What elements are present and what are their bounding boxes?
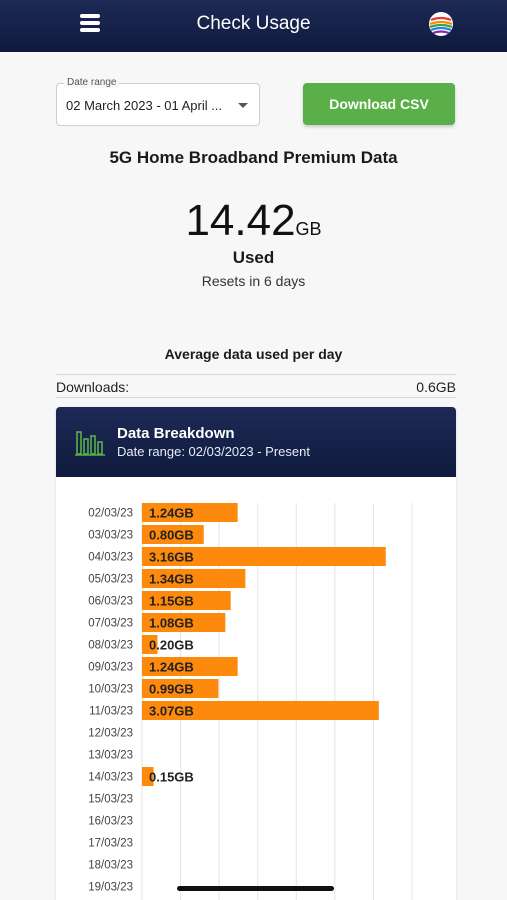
date-tick-label: 17/03/23 (88, 838, 133, 850)
colorful-globe-logo-icon[interactable] (428, 11, 454, 37)
usage-bar[interactable] (142, 657, 238, 676)
date-tick-label: 16/03/23 (88, 816, 133, 828)
usage-bar[interactable] (142, 613, 226, 632)
data-breakdown-card: Data Breakdown Date range: 02/03/2023 - … (56, 407, 456, 900)
bar-value-label: 1.15GB (149, 594, 194, 609)
average-downloads-row: Downloads: 0.6GB (56, 374, 456, 398)
home-indicator[interactable] (177, 886, 334, 891)
bar-value-label: 1.24GB (149, 660, 194, 675)
usage-bar[interactable] (142, 569, 246, 588)
bar-value-label: 1.24GB (149, 506, 194, 521)
date-range-select[interactable]: Date range 02 March 2023 - 01 April ... (56, 77, 260, 126)
date-tick-label: 09/03/23 (88, 662, 133, 674)
date-tick-label: 13/03/23 (88, 750, 133, 762)
average-title: Average data used per day (164, 346, 343, 362)
chevron-down-icon[interactable] (238, 103, 248, 108)
date-range-label: Date range (64, 77, 120, 88)
date-tick-label: 05/03/23 (88, 574, 133, 586)
bar-value-label: 0.80GB (149, 528, 194, 543)
bar-chart-icon (75, 431, 105, 456)
date-tick-label: 02/03/23 (88, 508, 133, 520)
download-csv-button[interactable]: Download CSV (303, 83, 455, 125)
usage-status: Used (232, 248, 275, 267)
bar-value-label: 0.20GB (149, 638, 194, 653)
usage-bar[interactable] (142, 701, 379, 720)
date-tick-label: 19/03/23 (88, 882, 133, 894)
usage-total: 14.42GB (0, 196, 507, 246)
usage-unit: GB (295, 219, 322, 239)
usage-bar[interactable] (142, 635, 158, 654)
plan-name: 5G Home Broadband Premium Data (109, 148, 398, 167)
usage-bar[interactable] (142, 547, 386, 566)
usage-bar[interactable] (142, 591, 231, 610)
breakdown-date-range: Date range: 02/03/2023 - Present (117, 444, 310, 459)
date-tick-label: 11/03/23 (89, 706, 133, 718)
date-tick-label: 03/03/23 (88, 530, 133, 542)
usage-bar[interactable] (142, 679, 219, 698)
daily-usage-bar-chart: 02/03/23 1.24GB 03/03/23 0.80GB 04/03/23 3.16… (88, 503, 413, 900)
usage-bar[interactable] (142, 503, 238, 522)
date-tick-label: 10/03/23 (88, 684, 133, 696)
breakdown-header: Data Breakdown Date range: 02/03/2023 - … (56, 407, 456, 477)
date-tick-label: 04/03/23 (88, 552, 133, 564)
bar-value-label: 3.16GB (149, 550, 194, 565)
top-navigation-bar: Check Usage (0, 0, 507, 52)
usage-bar[interactable] (142, 767, 154, 786)
date-tick-label: 14/03/23 (88, 772, 133, 784)
average-label: Downloads: (56, 379, 130, 395)
date-tick-label: 06/03/23 (88, 596, 133, 608)
bar-value-label: 1.34GB (149, 572, 194, 587)
usage-amount: 14.42 (185, 196, 296, 245)
date-tick-label: 18/03/23 (88, 860, 133, 872)
bar-value-label: 1.08GB (149, 616, 194, 631)
bar-value-label: 0.99GB (149, 682, 194, 697)
hamburger-menu-icon[interactable] (80, 14, 100, 34)
page-title: Check Usage (196, 13, 311, 34)
breakdown-title: Data Breakdown (117, 425, 235, 442)
average-value: 0.6GB (416, 379, 456, 395)
usage-page: Date range 02 March 2023 - 01 April ... … (0, 52, 507, 900)
bar-value-label: 3.07GB (149, 704, 194, 719)
date-tick-label: 08/03/23 (88, 640, 133, 652)
date-tick-label: 07/03/23 (88, 618, 133, 630)
date-tick-label: 12/03/23 (88, 728, 133, 740)
date-range-value: 02 March 2023 - 01 April ... (66, 98, 223, 113)
date-tick-label: 15/03/23 (88, 794, 133, 806)
reset-text: Resets in 6 days (201, 273, 306, 289)
bar-value-label: 0.15GB (149, 770, 194, 785)
usage-bar[interactable] (142, 525, 204, 544)
